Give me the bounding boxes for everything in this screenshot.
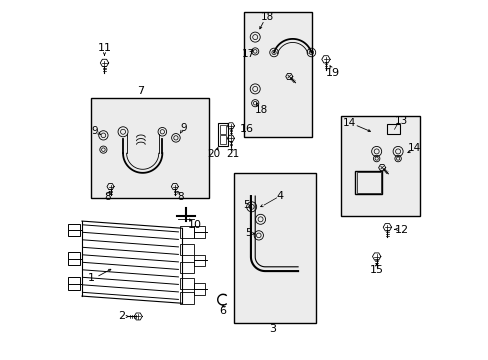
Text: 1: 1 xyxy=(87,273,94,283)
Bar xyxy=(67,277,80,290)
Bar xyxy=(220,135,225,144)
Bar xyxy=(386,123,400,134)
Text: 14: 14 xyxy=(407,143,420,153)
Bar xyxy=(193,255,205,266)
Bar xyxy=(180,226,193,238)
Text: 15: 15 xyxy=(369,265,383,275)
Bar xyxy=(180,292,193,303)
Text: 2: 2 xyxy=(118,311,124,321)
Bar xyxy=(233,173,315,323)
Text: 7: 7 xyxy=(137,86,144,96)
Bar xyxy=(244,12,312,137)
Bar xyxy=(67,252,80,265)
Bar xyxy=(180,262,193,273)
Bar xyxy=(354,171,381,194)
Bar xyxy=(180,244,193,255)
Text: 18: 18 xyxy=(261,13,274,22)
Text: 14: 14 xyxy=(343,118,356,128)
Text: 16: 16 xyxy=(240,124,253,134)
Text: 21: 21 xyxy=(226,149,239,159)
Text: 19: 19 xyxy=(325,68,340,78)
Bar xyxy=(180,278,193,289)
Text: 4: 4 xyxy=(276,191,283,201)
Text: 12: 12 xyxy=(394,225,408,235)
Bar xyxy=(340,116,419,216)
Text: 13: 13 xyxy=(394,116,407,126)
Bar xyxy=(220,125,225,134)
Text: 6: 6 xyxy=(219,306,226,316)
Text: 8: 8 xyxy=(104,192,111,202)
Text: 5: 5 xyxy=(244,228,251,238)
Bar xyxy=(193,283,205,295)
Text: 10: 10 xyxy=(187,220,201,230)
Text: 20: 20 xyxy=(206,149,220,159)
Text: 5: 5 xyxy=(243,200,249,210)
Text: 9: 9 xyxy=(180,123,187,133)
Text: 9: 9 xyxy=(92,126,98,136)
Bar xyxy=(67,224,80,237)
Bar xyxy=(193,226,205,238)
Bar xyxy=(91,98,208,198)
Text: 11: 11 xyxy=(97,43,111,53)
Bar xyxy=(356,172,380,193)
Text: 8: 8 xyxy=(177,192,183,202)
Text: 3: 3 xyxy=(269,324,276,334)
Bar xyxy=(217,123,227,146)
Text: 17: 17 xyxy=(241,49,254,59)
Text: 18: 18 xyxy=(255,105,268,115)
